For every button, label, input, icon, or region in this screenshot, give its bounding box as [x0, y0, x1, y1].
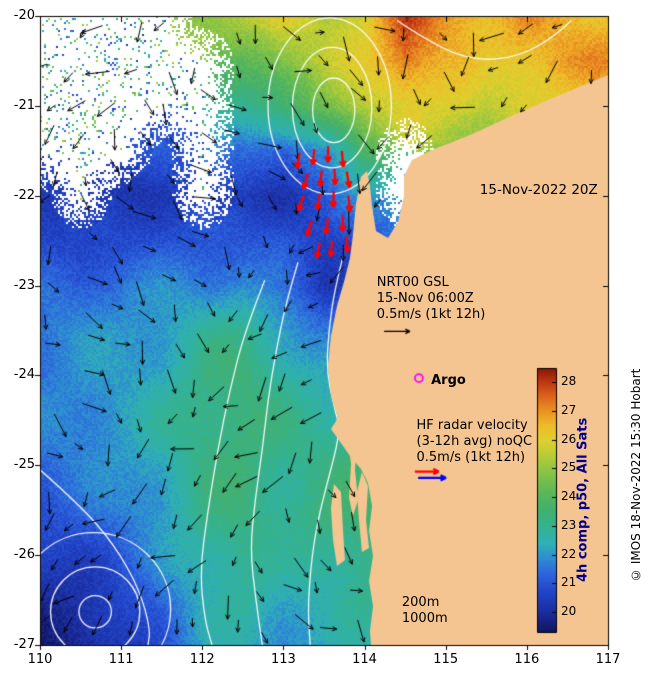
y-tick-label: -23: [13, 277, 35, 293]
nrt-legend-line: 15-Nov 06:00Z: [376, 290, 474, 306]
y-tick-label: -26: [13, 547, 35, 563]
argo-label: Argo: [431, 373, 466, 389]
hf-legend-line: HF radar velocity: [416, 417, 528, 433]
x-tick-label: 117: [595, 652, 621, 667]
x-tick-label: 114: [352, 652, 377, 667]
y-tick-label: -25: [13, 457, 35, 473]
x-tick-label: 116: [514, 652, 540, 667]
x-tick-label: 110: [27, 652, 53, 667]
colorbar-tick-label: 21: [561, 575, 577, 590]
x-tick-label: 111: [108, 652, 134, 667]
colorbar-tick-label: 25: [561, 460, 577, 475]
depth-contour-labels-line: 1000m: [401, 610, 448, 626]
x-tick-label: 113: [271, 652, 296, 667]
y-tick-label: -21: [13, 97, 35, 113]
x-tick-label: 115: [433, 652, 459, 667]
argo-label-line: Argo: [431, 372, 466, 388]
nrt-legend: NRT00 GSL 15-Nov 06:00Z 0.5m/s (1kt 12h): [377, 275, 486, 323]
y-tick-label: -27: [13, 637, 35, 652]
nrt-legend-line: NRT00 GSL: [376, 274, 449, 290]
hf-legend: HF radar velocity (3-12h avg) noQC 0.5m/s …: [417, 418, 533, 466]
hf-legend-line: (3-12h avg) noQC: [416, 433, 533, 449]
colorbar-tick-label: 26: [561, 431, 577, 446]
colorbar-label: 4h comp, p50, All Sats: [575, 417, 591, 583]
depth-contour-labels: 200m 1000m: [402, 595, 448, 627]
y-tick-label: -24: [13, 367, 35, 383]
date-label: 15-Nov-2022 20Z: [480, 182, 598, 198]
depth-contour-labels-line: 200m: [401, 594, 440, 610]
colorbar-tick-label: 23: [561, 517, 577, 532]
colorbar-tick-label: 27: [561, 403, 577, 418]
colorbar-tick-label: 28: [561, 374, 577, 389]
nrt-legend-line: 0.5m/s (1kt 12h): [376, 306, 486, 322]
date-label-line: 15-Nov-2022 20Z: [479, 182, 598, 199]
colorbar-tick-label: 20: [561, 603, 577, 618]
credit-text: © IMOS 18-Nov-2022 15:30 Hobart: [629, 368, 643, 582]
x-tick-label: 112: [189, 652, 215, 667]
y-tick-label: -22: [13, 187, 35, 203]
colorbar-tick-label: 24: [561, 489, 577, 504]
y-tick-label: -20: [13, 8, 35, 23]
colorbar-tick-label: 22: [561, 546, 577, 561]
hf-legend-line: 0.5m/s (1kt 12h): [416, 449, 526, 465]
